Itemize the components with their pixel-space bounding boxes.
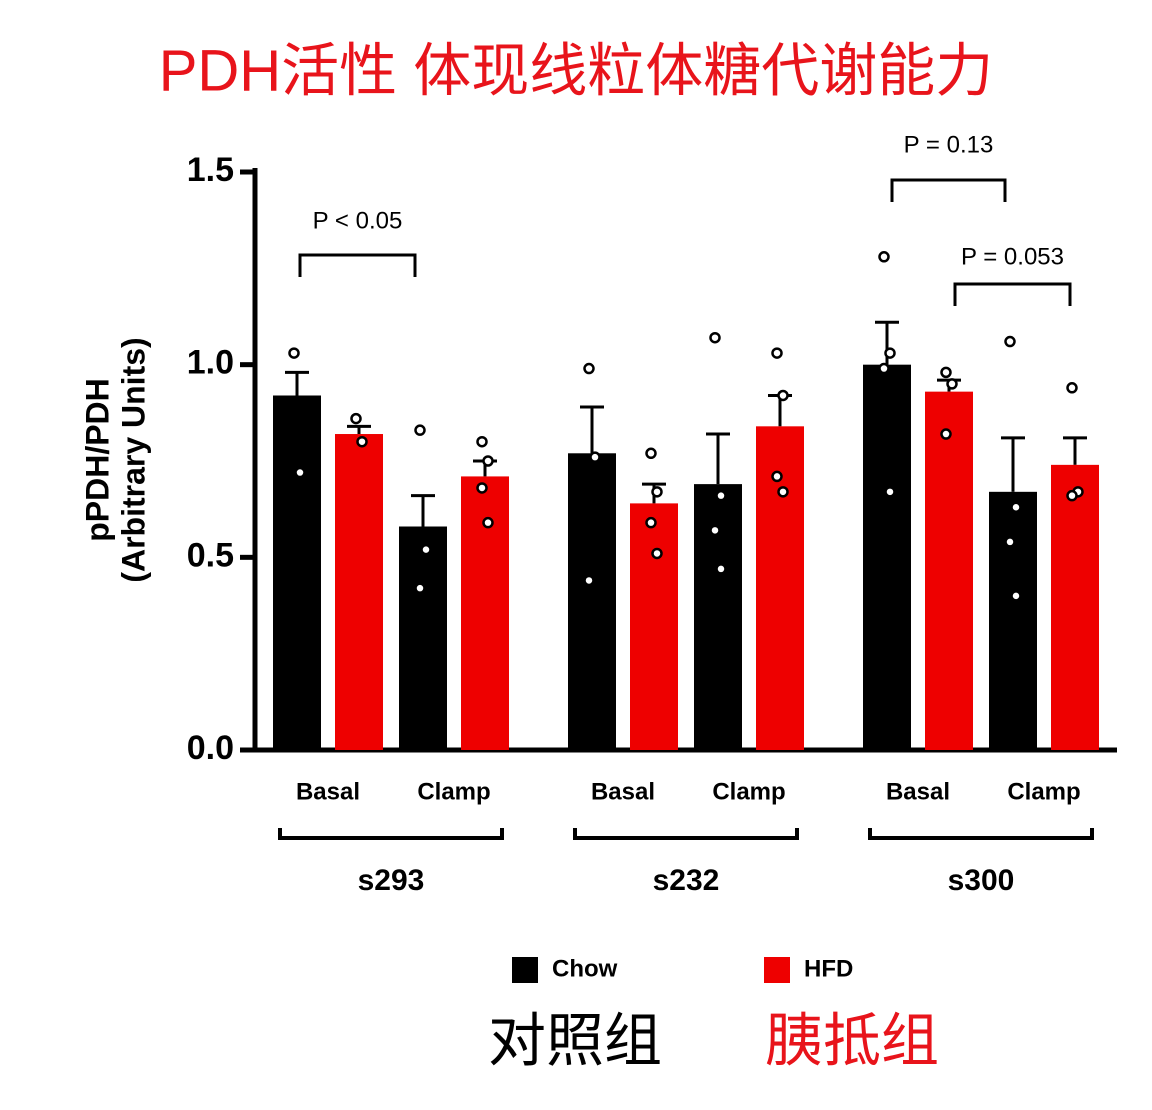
bar — [568, 453, 616, 750]
bar — [335, 434, 383, 750]
data-point — [583, 574, 595, 587]
data-point — [777, 389, 789, 402]
data-point — [709, 524, 721, 537]
legend-label: HFD — [804, 955, 853, 982]
annotation: P = 0.13 — [904, 131, 994, 158]
annotation: P = 0.053 — [961, 243, 1064, 270]
data-point — [356, 435, 368, 448]
group-label: s293 — [358, 864, 425, 897]
y-tick-label: 0.0 — [187, 729, 234, 767]
data-point — [1004, 335, 1016, 348]
data-point — [645, 447, 657, 460]
data-point — [709, 331, 721, 344]
y-axis-label: pPDH/PDH — [79, 378, 115, 542]
bar — [1051, 464, 1099, 750]
bar — [399, 526, 447, 750]
data-point — [715, 563, 727, 575]
y-tick-label: 1.5 — [187, 151, 234, 189]
data-point — [940, 366, 952, 379]
data-point — [946, 378, 958, 390]
data-point — [414, 582, 426, 594]
data-point — [771, 347, 783, 359]
data-point — [645, 516, 657, 529]
bar — [989, 491, 1037, 750]
data-point — [651, 547, 663, 560]
bar — [273, 395, 321, 750]
y-tick-label: 1.0 — [187, 344, 234, 382]
group-label: s232 — [653, 864, 720, 897]
data-point — [1066, 382, 1078, 394]
bar — [925, 391, 973, 750]
data-point — [1004, 536, 1016, 548]
legend-label: Chow — [552, 955, 618, 982]
data-point — [420, 543, 432, 556]
data-point — [884, 486, 896, 498]
data-point — [414, 424, 426, 436]
data-point — [884, 347, 896, 359]
bar — [461, 476, 509, 750]
group-bracket — [278, 828, 504, 840]
bar — [694, 484, 742, 750]
data-point — [1066, 489, 1078, 502]
significance-bracket — [298, 253, 417, 277]
data-point — [777, 486, 789, 498]
x-tick-label: Basal — [296, 778, 360, 805]
data-point — [583, 362, 595, 375]
data-point — [1010, 501, 1022, 513]
x-tick-label: Clamp — [417, 778, 490, 805]
data-point — [878, 362, 890, 375]
chart-title: PDH活性 体现线粒体糖代谢能力 — [159, 38, 994, 103]
y-axis-label: (Arbitrary Units) — [115, 337, 151, 582]
group-label: s300 — [948, 864, 1015, 897]
annotation: P < 0.05 — [313, 207, 403, 234]
x-tick-label: Basal — [886, 778, 950, 805]
significance-bracket — [953, 282, 1072, 306]
x-tick-label: Clamp — [712, 778, 785, 805]
data-point — [294, 466, 306, 479]
data-point — [651, 486, 663, 498]
data-point — [715, 489, 727, 502]
group-bracket — [868, 828, 1094, 840]
data-point — [482, 516, 494, 529]
legend-swatch — [512, 957, 538, 983]
group-bracket — [573, 828, 799, 840]
data-point — [482, 455, 494, 467]
data-point — [476, 482, 488, 494]
data-point — [1010, 590, 1022, 602]
x-tick-label: Clamp — [1007, 778, 1080, 805]
data-point — [476, 435, 488, 448]
bar — [863, 364, 911, 750]
data-point — [350, 412, 362, 425]
x-tick-label: Basal — [591, 778, 655, 805]
y-tick-label: 0.5 — [187, 536, 234, 574]
data-point — [589, 451, 601, 463]
significance-bracket — [890, 178, 1007, 202]
data-point — [288, 347, 300, 359]
data-point — [878, 251, 890, 263]
data-point — [940, 428, 952, 440]
caption: 对照组 — [488, 1008, 662, 1073]
data-point — [771, 470, 783, 483]
legend-swatch — [764, 957, 790, 983]
bar — [630, 503, 678, 750]
caption: 胰抵组 — [765, 1008, 939, 1073]
